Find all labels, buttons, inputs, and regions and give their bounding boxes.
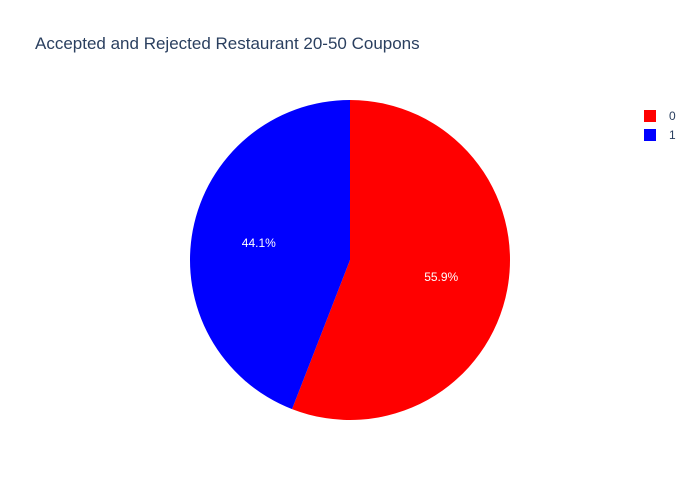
pie-slice-1[interactable] — [190, 100, 350, 410]
slice-label-1: 44.1% — [242, 236, 276, 250]
legend-item-0[interactable]: 0 — [644, 106, 676, 125]
legend: 0 1 — [644, 106, 676, 144]
legend-label-0: 0 — [669, 108, 676, 123]
slice-label-0: 55.9% — [424, 270, 458, 284]
legend-swatch-1 — [644, 128, 656, 141]
legend-item-1[interactable]: 1 — [644, 125, 676, 144]
legend-label-1: 1 — [669, 127, 676, 142]
pie-slice-0[interactable] — [292, 100, 510, 420]
chart-title: Accepted and Rejected Restaurant 20-50 C… — [35, 34, 420, 53]
legend-swatch-0 — [644, 109, 656, 122]
